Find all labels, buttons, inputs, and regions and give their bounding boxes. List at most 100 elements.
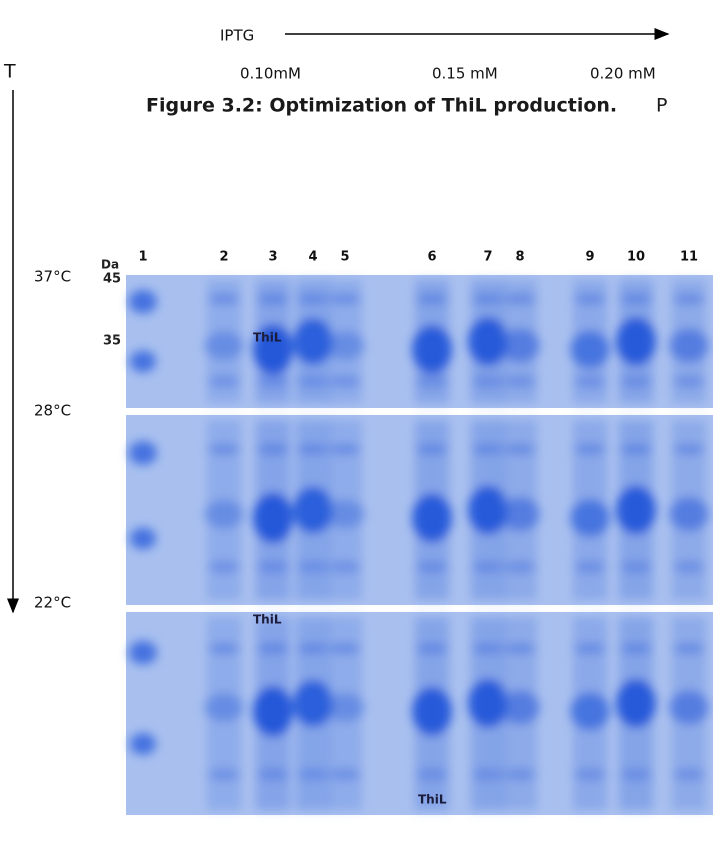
marker-band xyxy=(129,640,157,665)
protein-band xyxy=(293,680,333,727)
lane-number: 4 xyxy=(308,250,317,265)
protein-band xyxy=(472,561,504,573)
protein-band xyxy=(293,318,333,365)
protein-band xyxy=(412,687,452,736)
lane-number: 1 xyxy=(138,250,147,265)
lane-number: 3 xyxy=(268,250,277,265)
protein-band xyxy=(673,643,705,654)
protein-band xyxy=(416,375,448,388)
protein-band xyxy=(416,293,448,304)
protein-band xyxy=(257,768,289,781)
protein-band xyxy=(257,643,289,654)
protein-band xyxy=(504,768,536,781)
protein-band xyxy=(329,375,361,388)
protein-band xyxy=(504,375,536,388)
protein-band xyxy=(329,444,361,455)
protein-band xyxy=(673,561,705,573)
marker-band xyxy=(130,350,156,373)
protein-band xyxy=(472,444,504,455)
protein-band xyxy=(468,317,508,366)
protein-band xyxy=(416,643,448,654)
protein-band xyxy=(297,375,329,388)
lane-number: 11 xyxy=(680,250,698,265)
protein-band xyxy=(673,768,705,781)
protein-band xyxy=(669,690,709,725)
protein-band xyxy=(616,317,656,366)
protein-band xyxy=(208,375,240,388)
protein-band xyxy=(208,444,240,455)
protein-band xyxy=(297,768,329,781)
protein-band xyxy=(472,293,504,304)
protein-band xyxy=(297,561,329,573)
protein-band xyxy=(620,768,652,781)
caption-rest: P xyxy=(656,95,667,117)
protein-band xyxy=(416,561,448,573)
protein-band xyxy=(673,293,705,304)
protein-band xyxy=(669,497,709,531)
protein-band xyxy=(204,499,244,529)
protein-band xyxy=(616,485,656,535)
protein-band xyxy=(616,679,656,728)
protein-band xyxy=(574,561,606,573)
lane-number: 5 xyxy=(340,250,349,265)
protein-band xyxy=(468,485,508,535)
lane-number: 6 xyxy=(427,250,436,265)
temperature-label: T xyxy=(3,61,16,83)
protein-band xyxy=(257,444,289,455)
protein-band xyxy=(297,293,329,304)
protein-band xyxy=(472,375,504,388)
protein-band xyxy=(297,444,329,455)
gel-images xyxy=(126,275,713,815)
caption-title: Figure 3.2: Optimization of ThiL product… xyxy=(146,95,617,117)
protein-band xyxy=(257,375,289,388)
protein-band xyxy=(204,331,244,360)
protein-band xyxy=(574,444,606,455)
protein-band xyxy=(325,331,365,360)
lane-number: 8 xyxy=(515,250,524,265)
protein-band xyxy=(504,293,536,304)
temperature: 28°C xyxy=(34,402,71,420)
protein-band xyxy=(468,679,508,728)
concentration: 0.15 mM xyxy=(432,65,498,83)
protein-band xyxy=(416,444,448,455)
protein-band xyxy=(504,561,536,573)
marker-band xyxy=(129,441,157,465)
gel-bands xyxy=(129,280,709,403)
lane-number: 9 xyxy=(585,250,594,265)
protein-band xyxy=(574,643,606,654)
protein-band xyxy=(620,561,652,573)
protein-band xyxy=(500,497,540,531)
protein-band xyxy=(325,693,365,722)
protein-band xyxy=(204,693,244,722)
protein-band xyxy=(253,686,293,737)
protein-band xyxy=(504,444,536,455)
protein-band xyxy=(257,293,289,304)
protein-band xyxy=(416,768,448,781)
protein-band xyxy=(574,768,606,781)
protein-band xyxy=(329,561,361,573)
protein-band xyxy=(570,499,610,537)
gel-bands xyxy=(129,420,709,600)
protein-band xyxy=(412,493,452,543)
marker-size: 45 xyxy=(103,272,121,287)
iptg-label: IPTG xyxy=(220,27,254,45)
protein-band xyxy=(574,375,606,388)
protein-band xyxy=(325,499,365,529)
protein-band xyxy=(412,325,452,374)
protein-band xyxy=(673,375,705,388)
protein-band xyxy=(574,293,606,304)
protein-band xyxy=(208,293,240,304)
temperature: 22°C xyxy=(34,594,71,612)
protein-band xyxy=(208,768,240,781)
protein-band xyxy=(570,692,610,731)
protein-band xyxy=(669,328,709,363)
marker-band xyxy=(129,289,157,314)
protein-band xyxy=(620,643,652,654)
protein-band xyxy=(329,293,361,304)
protein-band xyxy=(673,444,705,455)
protein-band xyxy=(620,444,652,455)
protein-band xyxy=(472,643,504,654)
lane-number: 7 xyxy=(483,250,492,265)
